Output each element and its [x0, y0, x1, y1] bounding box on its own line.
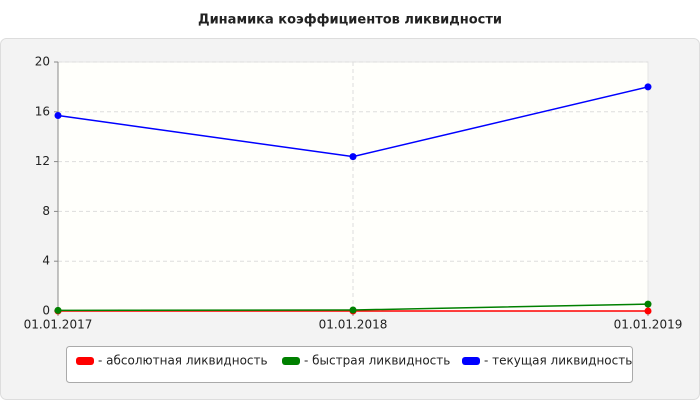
legend-label: - текущая ликвидность — [484, 354, 632, 368]
legend — [66, 346, 633, 383]
x-tick-label: 01.01.2017 — [24, 318, 93, 332]
plot-area — [57, 61, 649, 312]
y-tick-label: 12 — [35, 154, 50, 168]
point — [644, 300, 652, 308]
x-tick-label: 01.01.2019 — [614, 318, 683, 332]
legend-label: - быстрая ликвидность — [304, 354, 450, 368]
point — [349, 153, 357, 161]
x-tick-label: 01.01.2018 — [319, 318, 388, 332]
legend-label: - абсолютная ликвидность — [98, 354, 268, 368]
y-tick-label: 8 — [42, 204, 50, 218]
point — [54, 112, 62, 120]
legend-swatch — [462, 357, 480, 365]
y-tick-label: 20 — [35, 55, 50, 69]
legend-swatch — [282, 357, 300, 365]
point — [644, 83, 652, 91]
y-tick-label: 0 — [42, 304, 50, 318]
point — [349, 306, 357, 314]
y-tick-label: 4 — [42, 254, 50, 268]
y-tick-label: 16 — [35, 104, 50, 118]
point — [644, 307, 652, 315]
point — [54, 306, 62, 314]
legend-swatch — [76, 357, 94, 365]
chart-title: Динамика коэффициентов ликвидности — [198, 13, 502, 28]
